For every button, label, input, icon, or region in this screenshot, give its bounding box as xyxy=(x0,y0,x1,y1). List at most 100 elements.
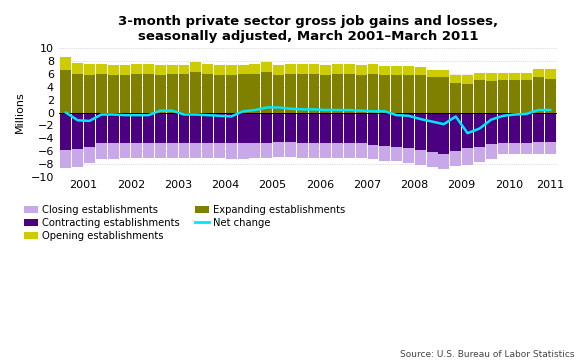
Bar xyxy=(155,75,166,113)
Bar xyxy=(96,113,107,143)
Bar xyxy=(179,74,190,113)
Bar xyxy=(202,113,213,143)
Bar xyxy=(297,113,307,143)
Bar xyxy=(60,113,71,150)
Bar xyxy=(545,113,556,142)
Bar xyxy=(190,62,201,72)
Bar xyxy=(84,147,95,163)
Bar xyxy=(462,75,473,83)
Bar xyxy=(509,81,520,113)
Bar xyxy=(285,64,296,74)
Bar xyxy=(190,143,201,158)
Bar xyxy=(450,113,461,151)
Bar xyxy=(320,143,331,158)
Bar xyxy=(155,143,166,158)
Bar xyxy=(131,74,142,113)
Bar xyxy=(415,67,426,75)
Bar xyxy=(119,113,130,143)
Bar xyxy=(498,81,509,113)
Title: 3-month private sector gross job gains and losses,
seasonally adjusted, March 20: 3-month private sector gross job gains a… xyxy=(118,15,498,43)
Bar xyxy=(60,70,71,113)
Bar xyxy=(521,143,532,154)
Bar xyxy=(356,65,367,75)
Bar xyxy=(297,143,307,158)
Bar xyxy=(356,143,367,158)
Bar xyxy=(427,113,437,152)
Bar xyxy=(155,113,166,143)
Bar xyxy=(273,65,284,75)
Bar xyxy=(285,113,296,142)
Bar xyxy=(509,73,520,81)
Bar xyxy=(392,147,402,162)
Bar xyxy=(273,75,284,113)
Bar xyxy=(450,151,461,166)
Bar xyxy=(332,143,343,158)
Bar xyxy=(167,74,177,113)
Bar xyxy=(202,64,213,74)
Bar xyxy=(403,148,414,163)
Bar xyxy=(84,113,95,147)
Bar xyxy=(143,143,154,158)
Bar xyxy=(368,145,379,159)
Bar xyxy=(509,143,520,154)
Bar xyxy=(368,64,379,74)
Bar xyxy=(356,75,367,113)
Bar xyxy=(214,65,225,75)
Bar xyxy=(533,69,544,77)
Bar xyxy=(462,148,473,165)
Bar xyxy=(238,65,248,74)
Bar xyxy=(485,73,496,81)
Bar xyxy=(202,143,213,158)
Bar xyxy=(119,143,130,158)
Bar xyxy=(332,113,343,143)
Bar xyxy=(521,80,532,113)
Bar xyxy=(356,113,367,143)
Bar xyxy=(427,70,437,77)
Bar xyxy=(309,113,320,143)
Bar xyxy=(238,143,248,159)
Bar xyxy=(415,150,426,165)
Bar xyxy=(179,143,190,158)
Bar xyxy=(320,75,331,113)
Bar xyxy=(143,113,154,143)
Bar xyxy=(392,75,402,113)
Bar xyxy=(379,75,390,113)
Bar xyxy=(427,152,437,167)
Bar xyxy=(119,75,130,113)
Bar xyxy=(226,65,237,75)
Bar xyxy=(297,64,307,74)
Bar xyxy=(202,74,213,113)
Bar xyxy=(450,75,461,83)
Bar xyxy=(438,70,450,77)
Bar xyxy=(167,143,177,158)
Bar xyxy=(261,72,272,113)
Bar xyxy=(96,143,107,159)
Bar xyxy=(332,74,343,113)
Bar xyxy=(379,66,390,75)
Bar xyxy=(84,64,95,75)
Y-axis label: Millions: Millions xyxy=(15,92,25,134)
Bar xyxy=(72,149,83,167)
Bar xyxy=(344,113,355,143)
Bar xyxy=(485,113,496,144)
Bar xyxy=(320,113,331,143)
Bar xyxy=(108,75,118,113)
Bar xyxy=(226,143,237,159)
Bar xyxy=(261,113,272,143)
Bar xyxy=(131,113,142,143)
Bar xyxy=(309,74,320,113)
Bar xyxy=(533,142,544,154)
Bar xyxy=(273,142,284,157)
Bar xyxy=(521,113,532,143)
Bar xyxy=(320,65,331,75)
Bar xyxy=(474,113,485,147)
Bar xyxy=(462,83,473,113)
Bar xyxy=(261,62,272,72)
Bar xyxy=(261,143,272,158)
Bar xyxy=(155,65,166,75)
Bar xyxy=(450,83,461,113)
Bar xyxy=(427,77,437,113)
Bar xyxy=(72,113,83,149)
Bar xyxy=(344,64,355,74)
Bar xyxy=(72,74,83,113)
